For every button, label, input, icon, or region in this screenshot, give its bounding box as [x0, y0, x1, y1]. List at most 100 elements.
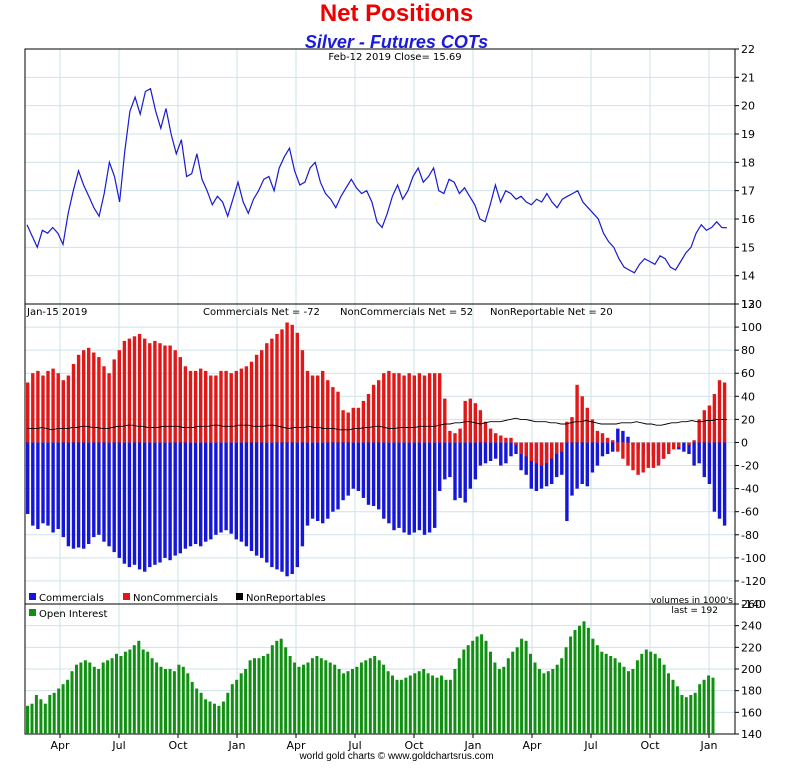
legend-swatch-commercials: [29, 593, 36, 600]
legend-label-commercials: Commercials: [39, 593, 104, 604]
noncommercials-bar: [667, 442, 671, 454]
noncommercials-bar: [427, 373, 432, 443]
noncommercials-bar: [204, 370, 208, 443]
open-interest-bar: [150, 658, 154, 734]
noncommercials-bar: [407, 373, 411, 443]
noncommercials-bar: [717, 380, 722, 443]
noncommercials-bar: [244, 366, 249, 443]
footer-credit: world gold charts © www.goldchartsrus.co…: [299, 751, 494, 762]
noncommercials-bar: [346, 412, 350, 443]
noncommercials-bar: [249, 361, 254, 443]
noncommercials-bar: [280, 329, 284, 443]
legend-swatch-noncommercials: [123, 593, 130, 600]
open-interest-bar: [79, 662, 83, 734]
noncommercials-bar: [555, 442, 559, 454]
commercials-bar: [722, 442, 727, 526]
open-interest-bar: [426, 673, 430, 734]
open-interest-bar: [248, 660, 252, 734]
open-interest-bar: [675, 686, 679, 734]
commercials-bar: [565, 442, 569, 521]
commercials-bar: [295, 442, 299, 568]
noncommercials-bar: [199, 368, 203, 443]
commercials-bar: [458, 442, 462, 498]
commercials-bar: [499, 442, 503, 466]
commercials-bar: [529, 442, 533, 489]
open-interest-bar: [506, 658, 510, 734]
open-interest-bar: [168, 669, 172, 734]
commercials-bar: [290, 442, 294, 574]
open-interest-bar: [324, 660, 328, 734]
commercials-bar: [448, 442, 452, 478]
open-interest-bar: [266, 653, 270, 734]
commercials-bar: [265, 442, 269, 563]
commercials-bar: [473, 442, 478, 480]
open-interest-bar: [578, 625, 581, 734]
net-axis-tick-label: -40: [741, 483, 759, 496]
noncommercials-bar: [575, 384, 579, 443]
open-interest-bar: [627, 671, 630, 734]
open-interest-bar: [342, 673, 346, 734]
noncommercials-bar: [504, 437, 508, 443]
noncommercials-bar: [616, 442, 620, 452]
open-interest-bar: [373, 656, 377, 734]
commercials-bar: [427, 442, 432, 533]
open-interest-bar: [30, 703, 34, 734]
commercials-bar: [163, 442, 167, 558]
open-interest-bar: [101, 662, 105, 734]
open-interest-bar: [319, 658, 323, 734]
commercials-bar: [127, 442, 132, 568]
commercials-bar: [687, 442, 691, 454]
noncommercials-bar: [488, 428, 493, 443]
noncommercials-bar: [453, 433, 457, 443]
noncommercials-bar: [178, 357, 182, 443]
noncommercials-bar: [61, 380, 65, 443]
open-interest-bar: [377, 660, 381, 734]
noncommercials-bar: [56, 373, 60, 443]
open-interest-bar: [239, 673, 243, 734]
open-interest-bar: [395, 679, 399, 734]
net-axis-tick-label: 40: [741, 390, 755, 403]
commercials-bar: [61, 442, 65, 538]
open-interest-bar: [649, 651, 653, 734]
oi-axis-tick-label: 260: [741, 598, 762, 611]
open-interest-bar: [609, 656, 613, 734]
noncommercials-bar: [341, 410, 345, 443]
commercials-bar: [254, 442, 259, 556]
commercials-bar: [534, 442, 539, 491]
noncommercials-bar: [483, 421, 488, 443]
commercials-bar: [570, 442, 574, 496]
oi-axis-tick-label: 200: [741, 663, 762, 676]
commercials-bar: [76, 442, 81, 548]
open-interest-bar: [399, 679, 403, 734]
open-interest-bar: [359, 662, 363, 734]
noncommercials-bar: [97, 357, 101, 443]
open-interest-bar: [511, 651, 515, 734]
noncommercials-bar: [631, 442, 635, 471]
noncommercials-bar: [412, 375, 416, 443]
oi-axis-tick-label: 140: [741, 728, 762, 741]
x-axis: Apr Jul Oct Jan Apr Jul Oct Jan Apr Jul Oct Jan: [50, 734, 718, 752]
price-axis-tick-label: 22: [741, 43, 755, 56]
commercials-bar: [692, 442, 696, 466]
noncommercials-bar: [636, 442, 640, 475]
commercials-bar: [214, 442, 218, 535]
commercials-bar: [560, 442, 564, 475]
open-interest-bar: [711, 677, 715, 734]
price-axis-tick-label: 21: [741, 71, 755, 84]
open-interest-bar: [146, 651, 150, 734]
noncommercials-bar: [707, 405, 712, 443]
open-interest-bar: [502, 666, 506, 734]
x-tick-label: Jul: [583, 739, 597, 752]
open-interest-bar: [221, 701, 225, 734]
open-interest-bar: [551, 669, 555, 734]
commercials-bar: [377, 442, 381, 510]
commercials-bar: [702, 442, 706, 478]
noncommercials-bar: [229, 373, 233, 443]
commercials-bar: [366, 442, 371, 505]
commercials-bar: [234, 442, 238, 540]
open-interest-bar: [123, 651, 127, 734]
noncommercials-bar: [351, 407, 355, 443]
x-tick-label: Apr: [286, 739, 306, 752]
open-interest-bar: [471, 640, 475, 734]
open-interest-bar: [582, 621, 586, 734]
